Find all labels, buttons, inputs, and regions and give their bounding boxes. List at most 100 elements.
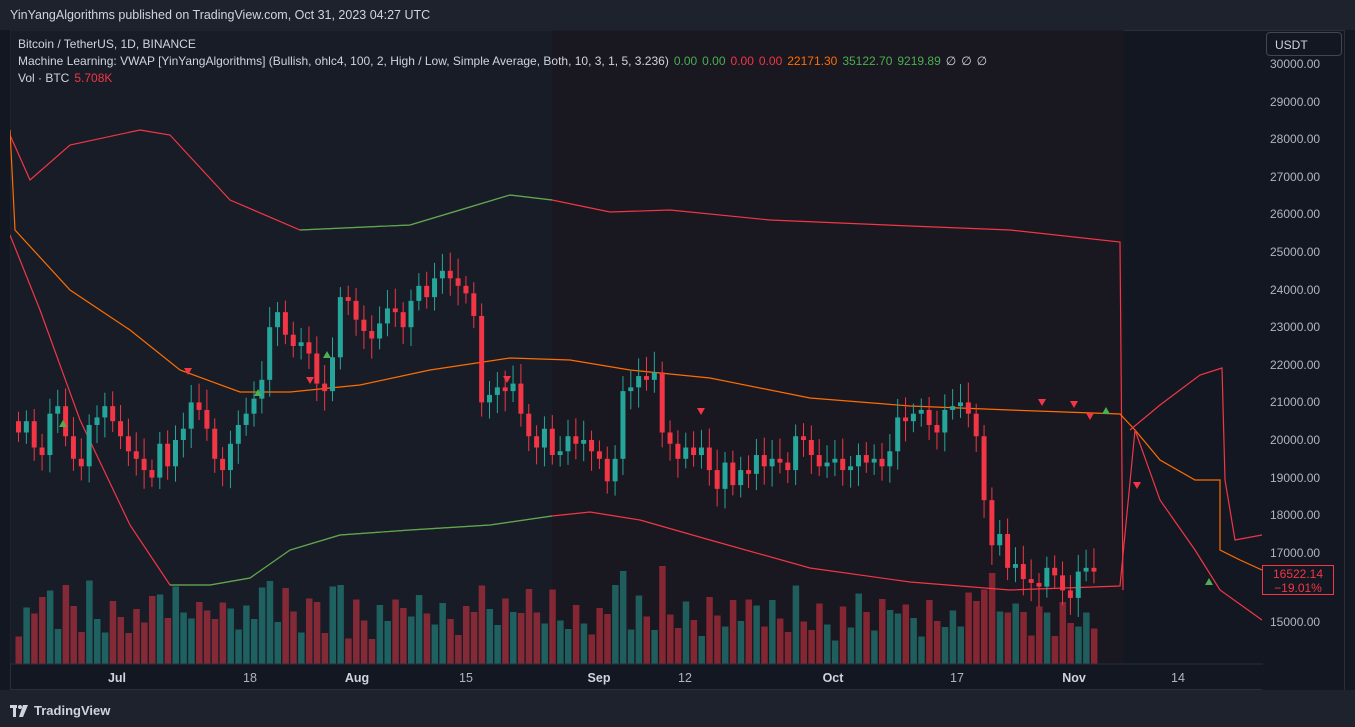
candle-body — [730, 462, 736, 486]
candle-body — [243, 413, 249, 425]
volume-bar — [188, 618, 195, 664]
volume-bar — [70, 606, 77, 664]
candle-body — [188, 402, 194, 429]
time-label: Nov — [1062, 671, 1086, 685]
tradingview-logo[interactable]: TradingView — [10, 703, 110, 718]
price-label: 27000.00 — [1270, 169, 1321, 184]
candle-body — [808, 440, 814, 456]
volume-bar — [1083, 612, 1090, 664]
candle-body — [275, 312, 281, 328]
candle-body — [1052, 567, 1058, 576]
candle-body — [871, 458, 877, 463]
volume-bar — [455, 635, 462, 664]
volume-bar — [415, 595, 423, 664]
volume-bar — [337, 585, 344, 664]
volume-bar — [784, 632, 792, 664]
candle-body — [667, 432, 673, 444]
volume-row[interactable]: Vol · BTC 5.708K — [18, 70, 997, 87]
candle-body — [196, 402, 202, 410]
volume-bar — [109, 601, 117, 664]
candle-body — [31, 421, 37, 448]
candle-body — [439, 270, 445, 279]
volume-bar — [368, 639, 376, 664]
candle-body — [377, 323, 383, 339]
sell-signal — [697, 408, 705, 415]
volume-bar — [1028, 635, 1035, 664]
price-label: 21000.00 — [1270, 395, 1321, 410]
candle-body — [408, 300, 414, 328]
candle-body — [1020, 564, 1026, 580]
indicator-title[interactable]: Machine Learning: VWAP [YinYangAlgorithm… — [18, 54, 669, 68]
candle-body — [384, 308, 390, 324]
bull-lower-band — [170, 515, 553, 586]
indicator-value-8: ∅ — [961, 54, 972, 68]
volume-bar — [376, 605, 384, 664]
indicator-row[interactable]: Machine Learning: VWAP [YinYangAlgorithm… — [18, 53, 997, 70]
indicator-value-2: 0.00 — [730, 54, 754, 68]
volume-bar — [667, 614, 674, 664]
candle-body — [400, 312, 406, 328]
sell-signal — [184, 368, 192, 375]
volume-bar — [604, 614, 611, 664]
volume-bar — [148, 596, 156, 664]
volume-bar — [510, 612, 517, 664]
volume-bar — [635, 595, 643, 664]
volume-bar — [941, 627, 949, 664]
candle-body — [761, 455, 767, 467]
volume-bar — [156, 594, 164, 664]
sell-signal — [1070, 401, 1078, 408]
candle-body — [651, 372, 657, 380]
candle-body — [345, 297, 351, 301]
candle-body — [926, 409, 932, 425]
volume-bar — [557, 620, 564, 664]
price-label: 24000.00 — [1270, 282, 1321, 297]
volume-bar — [46, 590, 54, 664]
candle-body — [353, 300, 359, 320]
candle-body — [698, 447, 704, 456]
volume-bar — [549, 589, 556, 664]
volume-bar — [824, 624, 831, 664]
price-plot[interactable] — [10, 30, 1263, 690]
candle-body — [801, 436, 806, 440]
volume-bar — [612, 585, 619, 664]
volume-bar — [486, 609, 493, 664]
sell-signal — [1038, 399, 1046, 406]
volume-bar — [714, 615, 721, 664]
price-label: 30000.00 — [1270, 57, 1321, 71]
currency-selector[interactable]: USDT — [1266, 32, 1342, 56]
candle-body — [479, 315, 485, 403]
volume-bar — [879, 599, 886, 664]
candle-body — [455, 278, 461, 286]
candle-body — [180, 428, 186, 440]
volume-bar — [1036, 606, 1043, 664]
volume-bar — [353, 599, 360, 664]
candle-body — [918, 409, 924, 414]
volume-bar — [572, 605, 580, 664]
volume-bar — [588, 634, 596, 664]
volume-bar — [141, 622, 148, 664]
volume-bar — [400, 608, 407, 664]
volume-bar — [101, 632, 109, 664]
volume-bar — [957, 626, 964, 664]
candle-body — [965, 402, 971, 414]
volume-bar — [15, 636, 22, 664]
symbol-title[interactable]: Bitcoin / TetherUS, 1D, BINANCE — [18, 37, 196, 51]
symbol-row[interactable]: Bitcoin / TetherUS, 1D, BINANCE — [18, 36, 997, 53]
candle-body — [110, 406, 116, 422]
candle-body — [581, 440, 587, 444]
volume-bar — [886, 610, 894, 664]
volume-bar — [800, 621, 807, 664]
price-label: 18000.00 — [1270, 508, 1321, 523]
candle-body — [973, 413, 979, 437]
candle-body — [895, 417, 901, 452]
candle-body — [934, 424, 940, 433]
volume-bar — [745, 599, 753, 664]
brand-name: TradingView — [34, 703, 111, 718]
candle-body — [322, 383, 328, 392]
candle-body — [518, 383, 524, 414]
candle-body — [55, 406, 61, 414]
buy-signal — [59, 420, 67, 427]
recent-upper-band — [1129, 367, 1262, 541]
candle-body — [981, 436, 987, 501]
volume-bar — [172, 586, 179, 664]
